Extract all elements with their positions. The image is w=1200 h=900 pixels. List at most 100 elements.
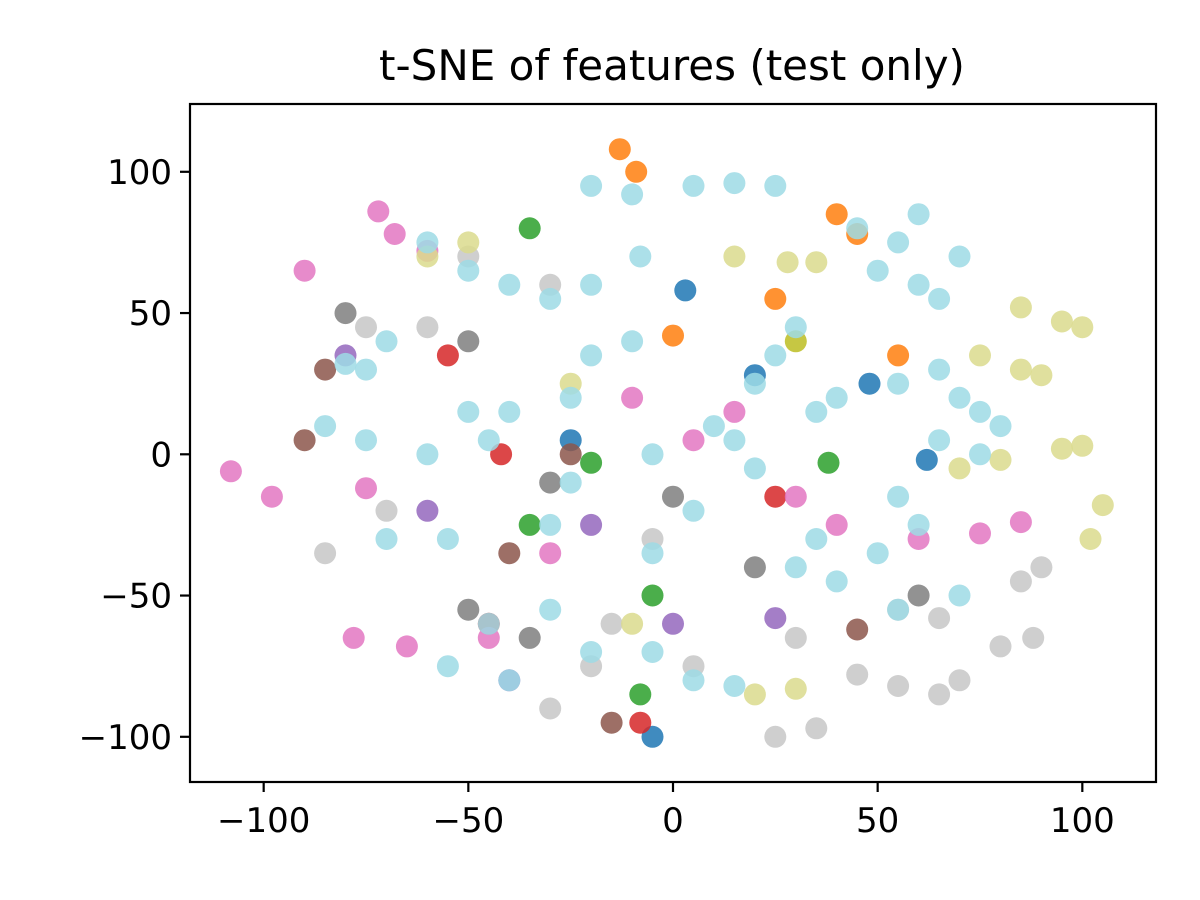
data-point xyxy=(367,200,390,223)
series-10 xyxy=(416,231,1114,706)
data-point xyxy=(764,287,787,310)
data-point xyxy=(314,358,337,381)
data-point xyxy=(1071,434,1094,457)
data-point xyxy=(580,641,603,663)
data-point xyxy=(518,217,541,240)
data-point xyxy=(682,429,705,452)
data-point xyxy=(743,556,766,579)
data-point xyxy=(539,513,562,536)
data-point xyxy=(629,245,652,268)
data-point xyxy=(948,669,971,692)
data-point xyxy=(907,584,930,607)
data-point xyxy=(866,542,889,565)
data-point xyxy=(600,612,623,635)
y-tick-label: −100 xyxy=(79,718,172,758)
data-point xyxy=(539,471,562,494)
data-point xyxy=(702,415,725,438)
data-point xyxy=(1022,626,1045,649)
data-point xyxy=(477,429,500,452)
data-point xyxy=(825,203,848,226)
data-point xyxy=(457,231,480,254)
data-point xyxy=(764,174,787,197)
data-point xyxy=(436,344,459,367)
chart-title: t-SNE of features (test only) xyxy=(379,41,965,90)
data-point xyxy=(907,273,930,296)
data-point xyxy=(764,607,787,630)
x-axis: −100 −50 0 50 100 xyxy=(217,782,1115,841)
y-tick-label: 50 xyxy=(129,294,172,334)
data-point xyxy=(743,457,766,480)
y-tick-label: −50 xyxy=(100,577,172,617)
data-point xyxy=(825,513,848,536)
data-point xyxy=(805,251,828,274)
data-point xyxy=(1009,358,1032,381)
data-point xyxy=(498,542,521,565)
data-point xyxy=(580,273,603,296)
data-point xyxy=(682,174,705,197)
y-axis: −100 −50 0 50 100 xyxy=(79,153,190,758)
data-point xyxy=(539,697,562,720)
data-point xyxy=(600,711,623,734)
data-point xyxy=(858,372,881,395)
data-point xyxy=(334,352,357,375)
data-point xyxy=(805,717,828,740)
data-point xyxy=(1091,494,1114,517)
data-point xyxy=(989,635,1012,658)
data-point xyxy=(1030,364,1053,387)
data-point xyxy=(764,344,787,367)
data-point xyxy=(817,451,840,474)
data-point xyxy=(784,626,807,649)
plot-area xyxy=(219,138,1114,748)
data-point xyxy=(355,358,377,381)
data-point xyxy=(948,457,971,480)
data-point xyxy=(928,607,951,630)
data-point xyxy=(846,663,869,686)
data-point xyxy=(887,485,910,508)
data-point xyxy=(539,542,562,565)
data-point xyxy=(825,386,848,409)
data-point xyxy=(621,330,644,353)
data-point xyxy=(219,460,242,483)
data-point xyxy=(580,174,603,197)
y-tick-label: 0 xyxy=(150,435,172,475)
data-point xyxy=(293,429,316,452)
data-point xyxy=(539,598,562,621)
data-point xyxy=(784,316,807,339)
data-point xyxy=(928,683,951,706)
data-point xyxy=(518,626,541,649)
data-point xyxy=(805,528,828,550)
data-point xyxy=(334,302,357,325)
data-point xyxy=(416,499,439,522)
plot-frame xyxy=(188,102,1158,784)
x-tick-label: −100 xyxy=(217,801,310,841)
series-8 xyxy=(314,245,1053,748)
data-point xyxy=(928,287,951,310)
data-point xyxy=(314,415,337,438)
data-point xyxy=(915,448,938,471)
data-point xyxy=(383,223,406,245)
data-point xyxy=(457,598,480,621)
x-tick-label: 100 xyxy=(1050,801,1115,841)
data-point xyxy=(948,584,971,607)
data-point xyxy=(498,669,521,692)
data-point xyxy=(866,259,889,282)
data-point xyxy=(682,669,705,692)
data-point xyxy=(314,542,337,565)
data-point xyxy=(641,641,664,663)
data-point xyxy=(743,372,766,395)
data-point xyxy=(629,683,652,706)
data-point xyxy=(662,485,684,508)
data-point xyxy=(764,725,787,748)
y-tick-label: 100 xyxy=(107,153,172,193)
data-point xyxy=(498,273,521,296)
series-7 xyxy=(334,302,930,649)
x-tick-label: 50 xyxy=(856,801,899,841)
series-1 xyxy=(608,138,910,367)
data-point xyxy=(436,528,459,550)
data-point xyxy=(375,499,398,522)
data-point xyxy=(723,675,746,697)
series-2 xyxy=(518,217,840,706)
data-point xyxy=(498,400,521,423)
data-point xyxy=(846,217,869,240)
